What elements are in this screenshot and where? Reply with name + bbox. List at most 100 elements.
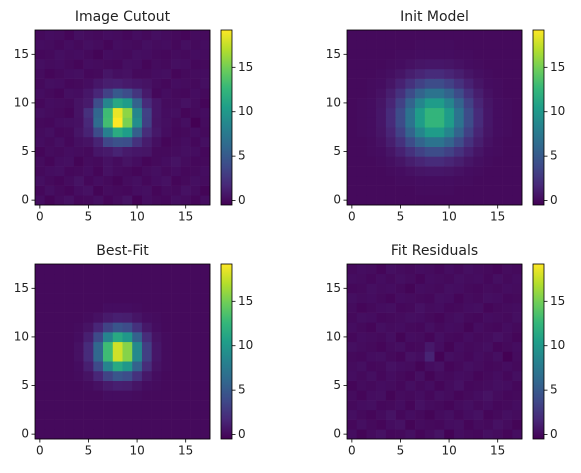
heatmap-cell: [141, 107, 152, 118]
heatmap-cell: [512, 429, 523, 440]
heatmap-cell: [385, 351, 396, 362]
heatmap-cell: [171, 78, 182, 89]
heatmap-cell: [73, 409, 84, 420]
heatmap-cell: [463, 322, 474, 333]
heatmap-cell: [366, 30, 377, 41]
heatmap-cell: [366, 39, 377, 50]
heatmap-cell: [512, 351, 523, 362]
heatmap-cell: [190, 332, 201, 343]
heatmap-cell: [395, 49, 406, 60]
heatmap-cell: [122, 380, 133, 391]
panel-title: Init Model: [400, 9, 469, 25]
heatmap-cell: [171, 195, 182, 206]
heatmap-cell: [112, 136, 123, 147]
heatmap-cell: [93, 361, 104, 372]
heatmap-cell: [385, 195, 396, 206]
heatmap-cell: [424, 68, 435, 79]
heatmap-cell: [395, 429, 406, 440]
heatmap-cell: [190, 107, 201, 118]
heatmap-cell: [376, 293, 387, 304]
heatmap-cell: [44, 312, 55, 323]
heatmap-cell: [376, 136, 387, 147]
y-tick-label: 10: [326, 329, 341, 343]
heatmap-cell: [83, 283, 94, 294]
heatmap-cell: [151, 429, 162, 440]
heatmap-cell: [54, 322, 65, 333]
heatmap-cell: [171, 166, 182, 177]
heatmap-cell: [44, 419, 55, 430]
heatmap-cell: [444, 175, 455, 186]
heatmap-cell: [492, 195, 503, 206]
heatmap-cell: [83, 30, 94, 41]
heatmap-cell: [483, 380, 494, 391]
heatmap-cell: [141, 429, 152, 440]
heatmap-cell: [483, 370, 494, 381]
heatmap-cell: [112, 98, 123, 109]
heatmap-cell: [473, 127, 484, 138]
heatmap-cell: [180, 49, 191, 60]
heatmap-cell: [405, 429, 416, 440]
heatmap-cell: [141, 283, 152, 294]
heatmap-cell: [366, 146, 377, 157]
heatmap-cell: [122, 293, 133, 304]
heatmap-cell: [180, 136, 191, 147]
heatmap-cell: [395, 380, 406, 391]
heatmap-cell: [483, 78, 494, 89]
heatmap-cell: [395, 351, 406, 362]
heatmap-cell: [93, 78, 104, 89]
heatmap-cell: [376, 302, 387, 313]
heatmap-cell: [151, 361, 162, 372]
heatmap-cell: [434, 400, 445, 411]
heatmap-cell: [161, 98, 172, 109]
heatmap-cell: [200, 68, 211, 79]
heatmap-cell: [424, 166, 435, 177]
heatmap-cell: [366, 185, 377, 196]
heatmap-cell: [366, 302, 377, 313]
heatmap-cell: [483, 409, 494, 420]
heatmap-cell: [492, 409, 503, 420]
heatmap-cell: [502, 409, 513, 420]
heatmap-cell: [151, 185, 162, 196]
heatmap-cell: [356, 49, 367, 60]
heatmap-cell: [64, 264, 75, 275]
heatmap-cell: [415, 341, 426, 352]
heatmap-cell: [64, 390, 75, 401]
heatmap-cell: [64, 117, 75, 128]
heatmap-cell: [73, 400, 84, 411]
heatmap-cell: [83, 419, 94, 430]
heatmap-cell: [132, 283, 143, 294]
heatmap-cell: [112, 361, 123, 372]
heatmap-cell: [444, 322, 455, 333]
heatmap-cell: [200, 30, 211, 41]
heatmap-cell: [93, 146, 104, 157]
heatmap-cell: [64, 78, 75, 89]
heatmap-cell: [35, 273, 46, 284]
heatmap-cell: [161, 88, 172, 99]
heatmap-cell: [415, 59, 426, 70]
heatmap-cell: [44, 185, 55, 196]
heatmap-cell: [64, 185, 75, 196]
heatmap-cell: [200, 185, 211, 196]
heatmap-cell: [64, 127, 75, 138]
heatmap-cell: [376, 127, 387, 138]
heatmap-cell: [434, 59, 445, 70]
heatmap-cell: [141, 370, 152, 381]
heatmap-cell: [141, 273, 152, 284]
colorbar-tick-label: 5: [550, 383, 558, 397]
heatmap-cell: [132, 341, 143, 352]
heatmap-cell: [463, 185, 474, 196]
heatmap-cell: [44, 293, 55, 304]
heatmap-cell: [83, 185, 94, 196]
heatmap-cell: [463, 264, 474, 275]
heatmap-cell: [103, 429, 114, 440]
heatmap-cell: [122, 361, 133, 372]
heatmap-cell: [473, 419, 484, 430]
heatmap-cell: [54, 59, 65, 70]
heatmap-cell: [64, 146, 75, 157]
heatmap-cell: [35, 264, 46, 275]
y-tick-label: 0: [333, 193, 341, 207]
heatmap-cell: [347, 195, 358, 206]
heatmap-cell: [366, 390, 377, 401]
heatmap-cell: [415, 156, 426, 167]
heatmap-cell: [424, 370, 435, 381]
